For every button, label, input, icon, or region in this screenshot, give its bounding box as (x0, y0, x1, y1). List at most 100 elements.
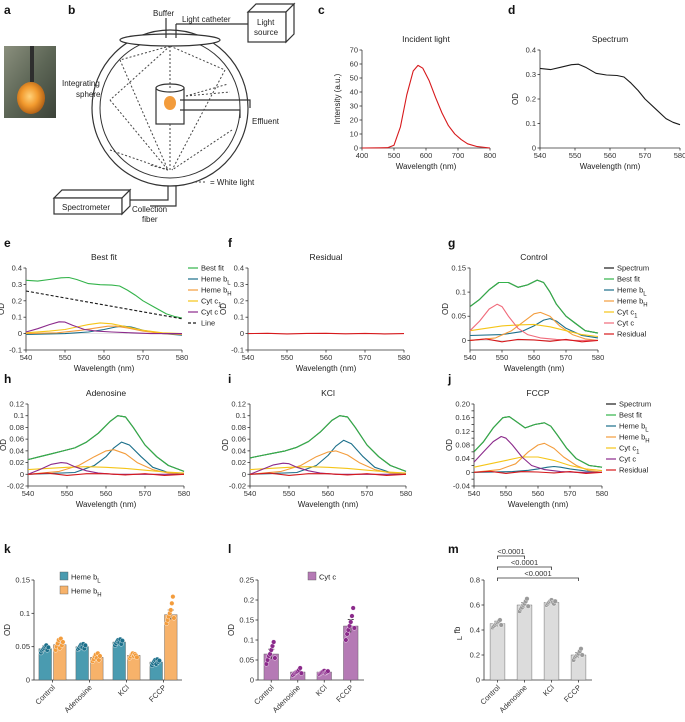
y-tick-label: 0.06 (9, 435, 24, 444)
y-tick-label: 0.15 (451, 264, 466, 273)
data-point (60, 639, 66, 645)
y-tick-label: 10 (350, 130, 358, 139)
x-tick-label: 550 (496, 353, 509, 362)
chart-kcl: 540 550 560 570 580 -0.02 0 0.02 0.04 0.06 0.08 0.1… (221, 388, 412, 509)
significance-label: <0.0001 (524, 569, 551, 578)
data-point (497, 617, 503, 623)
panel-label-l: l (228, 542, 231, 556)
data-point (350, 605, 356, 611)
y-tick-label: 0.20 (455, 400, 470, 409)
y-tick-label: 0.2 (12, 296, 22, 305)
significance-label: <0.0001 (497, 547, 524, 556)
data-point (525, 603, 531, 609)
data-point (45, 644, 51, 650)
data-point (82, 642, 88, 648)
panel-label-g: g (448, 236, 455, 250)
x-tick-label: 540 (22, 489, 35, 498)
data-point (349, 613, 355, 619)
label-white-light: = White light (210, 178, 255, 187)
y-tick-label: 0.25 (239, 576, 254, 585)
x-tick-label: 540 (464, 353, 477, 362)
x-tick-label: 550 (283, 489, 296, 498)
x-axis-label: Wavelength (nm) (396, 162, 457, 171)
x-tick-label: 540 (242, 353, 255, 362)
legend-label: Heme bL (201, 275, 231, 287)
label-spectrometer: Spectrometer (62, 203, 110, 212)
x-tick-label: 540 (534, 151, 547, 160)
y-axis-label: OD (0, 439, 8, 451)
y-tick-label: 0.1 (244, 636, 254, 645)
x-tick-label: 400 (356, 151, 369, 160)
y-axis-label: OD (227, 624, 236, 636)
x-tick-label: 570 (639, 151, 652, 160)
y-tick-label: 0.15 (239, 616, 254, 625)
y-tick-label: 0.3 (526, 70, 536, 79)
y-tick-label: 30 (350, 102, 358, 111)
x-axis-label: Wavelength (nm) (508, 500, 569, 509)
y-tick-label: 0.04 (455, 454, 470, 463)
legend-label: Heme bL (71, 573, 101, 585)
y-tick-label: 0.04 (9, 446, 24, 455)
series-line-cyt-c1 (249, 466, 407, 474)
panel-label-c: c (318, 3, 325, 17)
x-tick-label: 580 (400, 489, 413, 498)
chart-heme-bar: 0 0.05 0.1 0.15 OD Control Adenosine KCl FCCP Hem… (3, 571, 182, 714)
data-point (272, 655, 278, 661)
series-line-cyt-c1 (27, 466, 185, 474)
label-integrating-1: Integrating (62, 79, 100, 88)
series-line-best-fit (249, 415, 407, 472)
x-axis-label: Wavelength (nm) (74, 364, 135, 373)
x-tick-label: 560 (604, 151, 617, 160)
x-tick-label: KCl (541, 683, 556, 698)
series-line-residual (27, 472, 185, 477)
integrating-sphere-diagram (91, 18, 251, 207)
series-line-heme-bh (469, 311, 599, 341)
y-tick-label: 0.4 (470, 626, 480, 635)
series-line-residual (249, 472, 407, 477)
legend-label: Heme bH (619, 433, 650, 445)
x-tick-label: 560 (528, 353, 541, 362)
x-axis-label: Wavelength (nm) (580, 162, 641, 171)
label-light-source-2: source (254, 28, 279, 37)
spectrometer-box (52, 188, 150, 216)
data-point (351, 625, 357, 631)
x-tick-label: 580 (674, 151, 685, 160)
x-axis-label: Wavelength (nm) (504, 364, 565, 373)
significance-bracket (497, 566, 552, 570)
data-point (578, 646, 584, 652)
x-tick-label: Adenosine (271, 683, 302, 714)
data-point (579, 652, 585, 658)
chart-adenosine: 540 550 560 570 580 -0.02 0 0.02 0.04 0.06 0.08 0.1… (0, 388, 190, 509)
data-point (97, 653, 103, 659)
y-tick-label: 0.2 (526, 95, 536, 104)
panel-label-h: h (4, 372, 11, 386)
chart-title: Incident light (402, 34, 450, 44)
y-tick-label: 0.16 (455, 413, 470, 422)
x-axis-label: Wavelength (nm) (298, 500, 359, 509)
bar-kcl (543, 602, 560, 681)
legend-label: Cyt c (319, 573, 336, 582)
y-axis-label: Intensity (a.u.) (333, 73, 342, 124)
data-point (325, 668, 331, 674)
legend-label: Cyt c (201, 308, 218, 317)
series-line-heme-bl (473, 465, 603, 473)
legend-swatch (59, 571, 69, 581)
series-line-cyt-c (473, 435, 602, 473)
legend-label: Residual (617, 330, 647, 339)
label-collection-2: fiber (142, 215, 158, 224)
bar-adenosine (516, 604, 533, 681)
x-tick-label: 580 (398, 353, 411, 362)
x-tick-label: 550 (61, 489, 74, 498)
y-tick-label: 0 (240, 329, 244, 338)
significance-bracket (497, 577, 579, 581)
data-point (168, 607, 174, 613)
x-tick-label: 540 (468, 489, 481, 498)
chart-title: Adenosine (86, 388, 126, 398)
x-tick-label: 570 (137, 353, 150, 362)
label-light-catheter: Light catheter (182, 15, 231, 24)
legend-label: Spectrum (619, 400, 651, 409)
label-effluent: Effluent (252, 117, 280, 126)
